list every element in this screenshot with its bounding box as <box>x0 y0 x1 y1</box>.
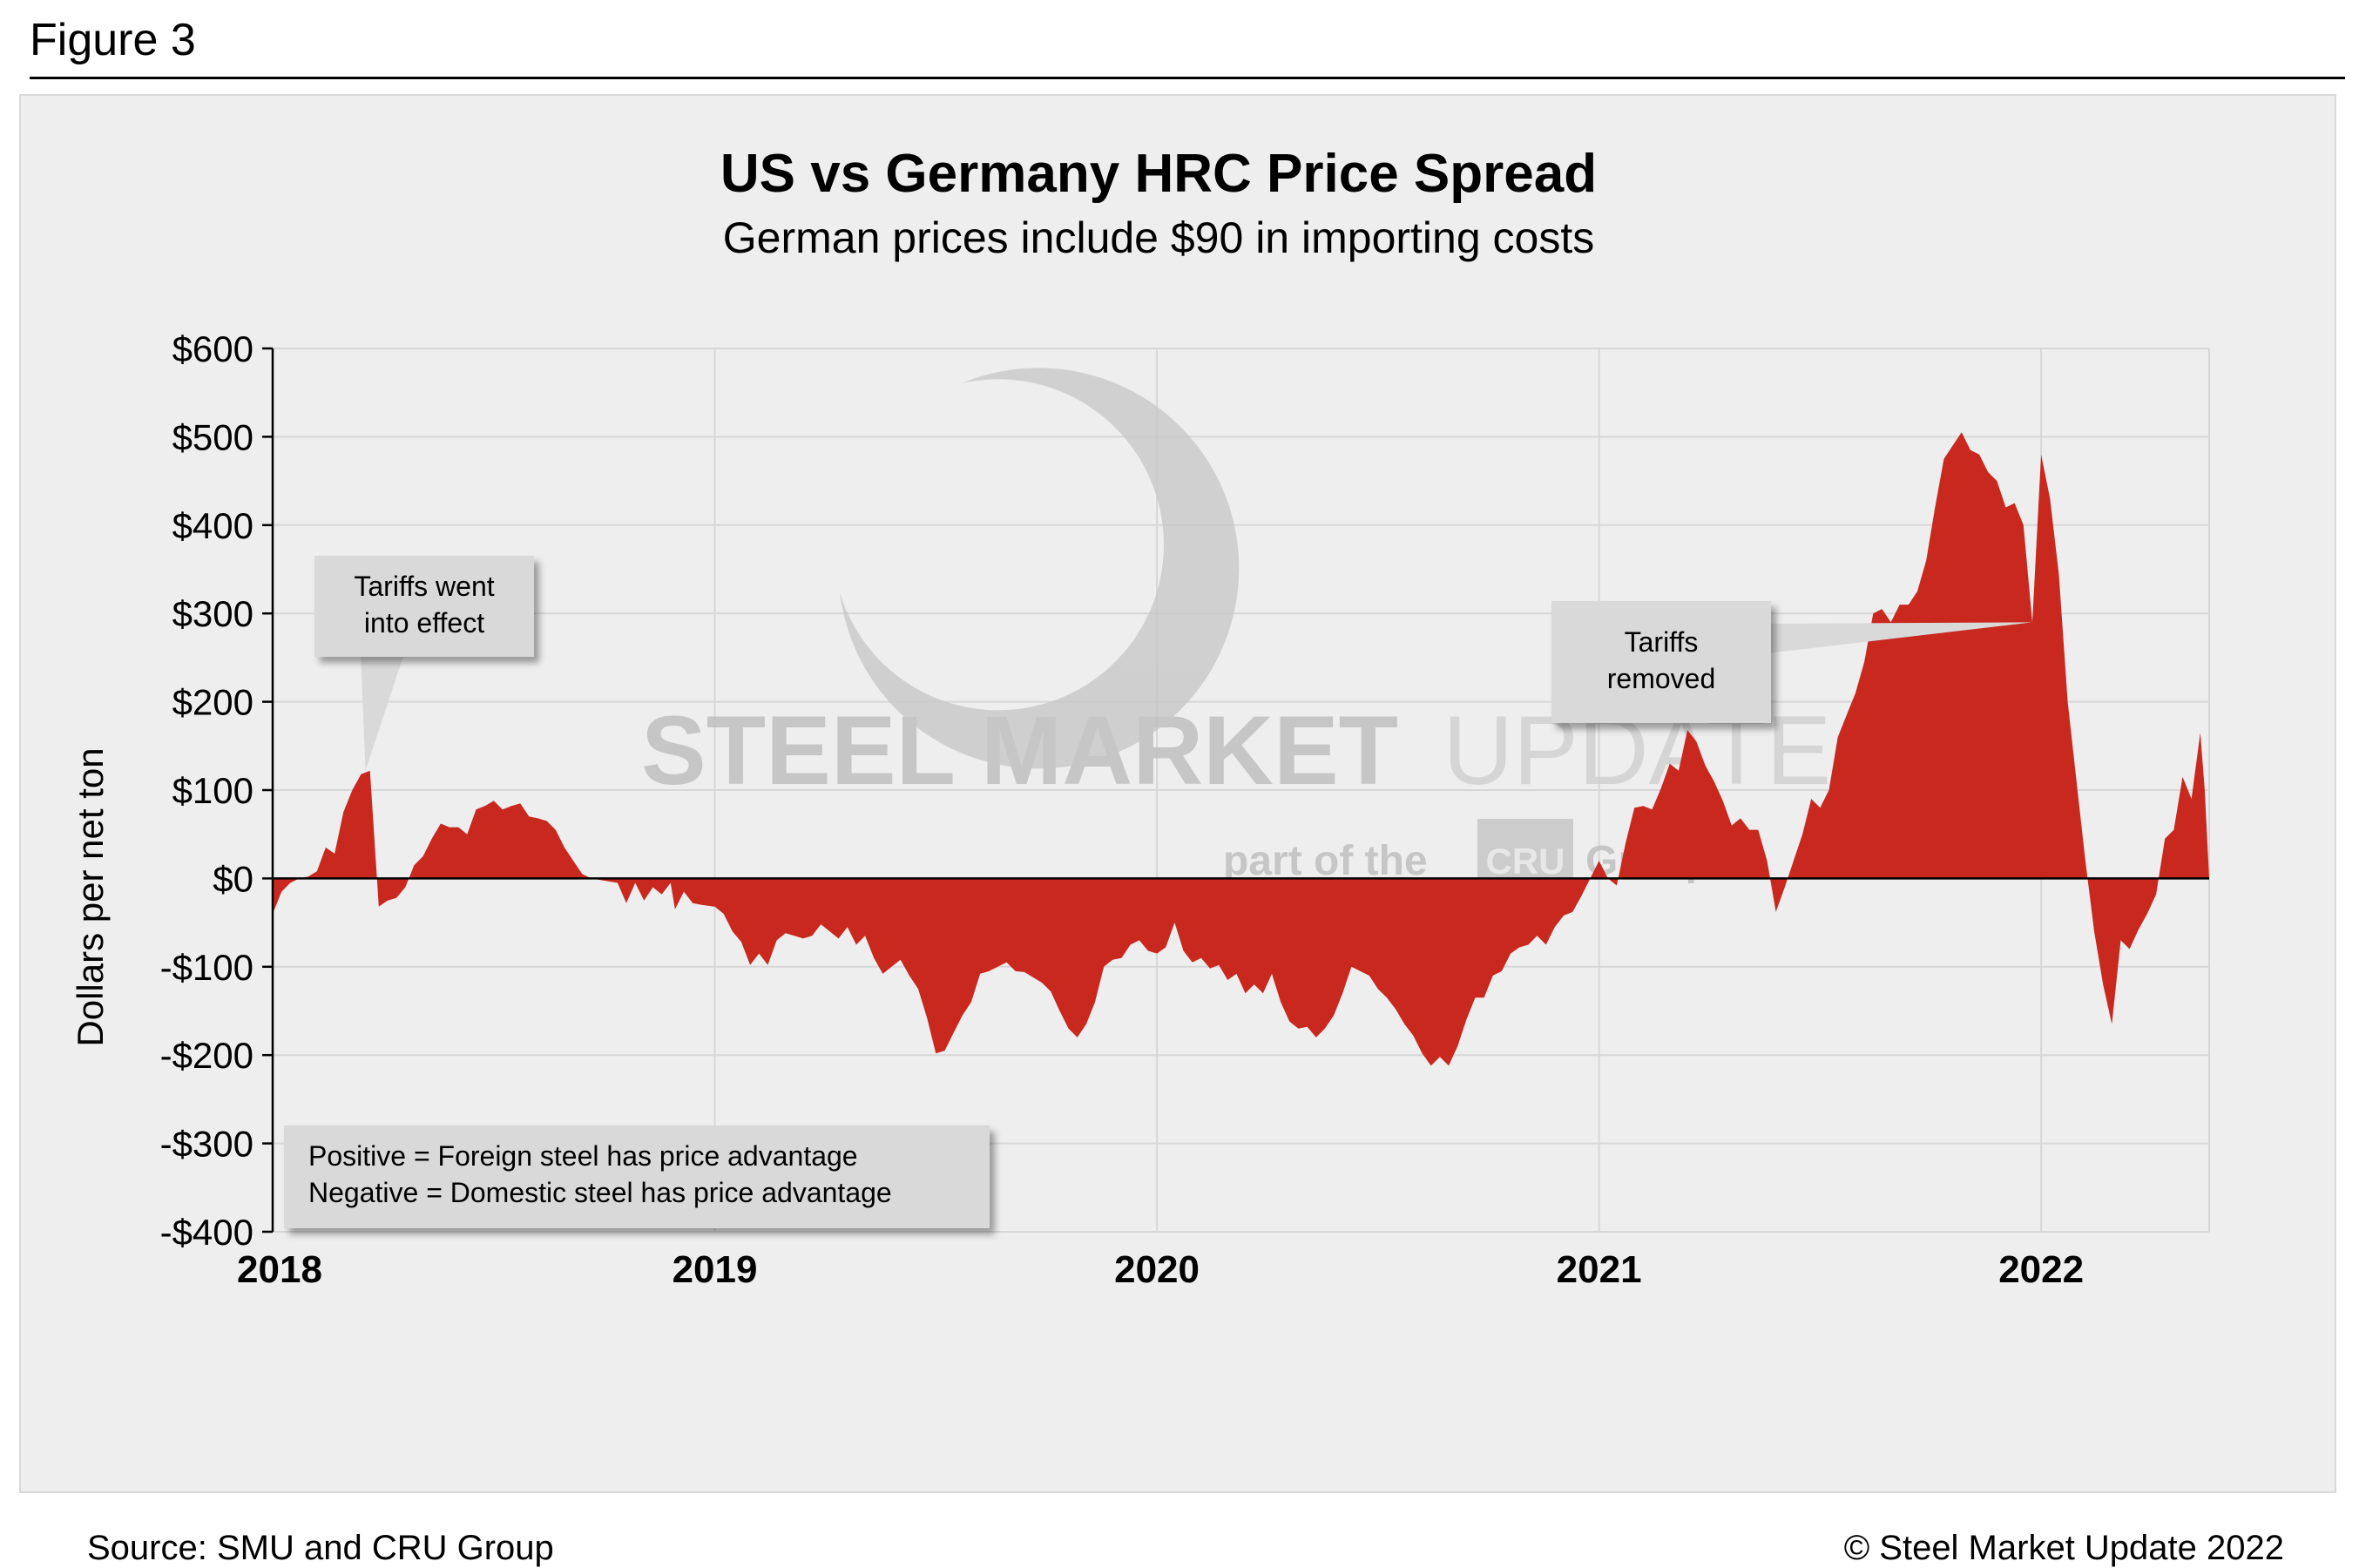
y-tick-label: -$400 <box>160 1212 253 1253</box>
callout-tariffs-effect: Tariffs went into effect <box>314 556 534 771</box>
grid <box>273 348 2210 1233</box>
y-tick-label: -$300 <box>160 1124 253 1165</box>
callout-line-1: Tariffs <box>1625 626 1699 658</box>
callout-line-2: into effect <box>364 607 484 639</box>
chart-panel: US vs Germany HRC Price Spread German pr… <box>19 94 2336 1567</box>
x-tick-label: 2019 <box>673 1248 758 1291</box>
y-tick-label: -$200 <box>160 1035 253 1076</box>
x-tick-label: 2018 <box>237 1248 322 1291</box>
spread-area <box>273 432 2209 1066</box>
copyright-note: © Steel Market Update 2022 <box>1843 1529 2284 1567</box>
chart: US vs Germany HRC Price Spread German pr… <box>70 144 2210 1291</box>
callout-pointer <box>1768 622 2032 653</box>
x-tick-label: 2020 <box>1114 1248 1200 1291</box>
y-tick-label: $300 <box>172 593 253 634</box>
callout-pointer <box>361 653 404 771</box>
y-tick-label: $0 <box>213 858 253 899</box>
watermark-line2-pre: part of the <box>1223 838 1428 884</box>
x-tick-labels: 2018 2019 2020 2021 2022 <box>237 1248 2084 1291</box>
callout-line-1: Tariffs went <box>354 571 494 602</box>
callout-box <box>314 556 534 657</box>
watermark-bold: STEEL MARKET <box>641 696 1398 805</box>
y-tick-label: $400 <box>172 505 253 546</box>
x-tick-label: 2021 <box>1557 1248 1642 1291</box>
y-tick-label: $500 <box>172 416 253 457</box>
watermark-cru-text: CRU <box>1486 841 1565 882</box>
y-tick-labels: $600 $500 $400 $300 $200 $100 $0 -$100 -$200 -$30… <box>160 328 253 1253</box>
chart-title: US vs Germany HRC Price Spread <box>720 144 1597 204</box>
chart-subtitle: German prices include $90 in importing c… <box>723 213 1594 262</box>
legend-note-line-2: Negative = Domestic steel has price adva… <box>308 1177 892 1208</box>
figure-divider <box>30 77 2345 79</box>
callout-line-2: removed <box>1607 663 1716 694</box>
y-tick-label: $100 <box>172 770 253 811</box>
callout-box <box>1551 601 1771 723</box>
x-tick-label: 2022 <box>1998 1248 2084 1291</box>
callout-tariffs-removed: Tariffs removed <box>1551 601 2032 723</box>
y-tick-label: $600 <box>172 328 253 369</box>
figure-label: Figure 3 <box>30 15 196 65</box>
y-tick-label: $200 <box>172 682 253 723</box>
y-tick-label: -$100 <box>160 947 253 988</box>
watermark-crescent-icon <box>840 368 1240 769</box>
axes <box>262 347 2209 1233</box>
legend-note-box <box>284 1125 990 1228</box>
legend-note: Positive = Foreign steel has price advan… <box>284 1125 990 1228</box>
legend-note-line-1: Positive = Foreign steel has price advan… <box>308 1140 858 1172</box>
source-note: Source: SMU and CRU Group <box>87 1529 554 1567</box>
y-axis-label: Dollars per net ton <box>70 747 111 1046</box>
